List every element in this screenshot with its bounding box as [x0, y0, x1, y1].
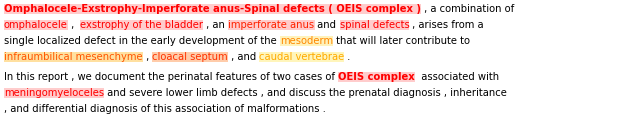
- FancyBboxPatch shape: [4, 4, 421, 14]
- FancyBboxPatch shape: [338, 72, 415, 82]
- FancyBboxPatch shape: [81, 20, 204, 30]
- Text: .: .: [344, 52, 351, 62]
- Text: associated with: associated with: [415, 72, 499, 82]
- Text: Omphalocele-Exstrophy-Imperforate anus-Spinal defects ( OEIS complex ): Omphalocele-Exstrophy-Imperforate anus-S…: [4, 4, 421, 14]
- Text: , arises from a: , arises from a: [410, 20, 484, 30]
- Text: single localized defect in the early development of the: single localized defect in the early dev…: [4, 36, 280, 46]
- Text: , and differential diagnosis of this association of malformations .: , and differential diagnosis of this ass…: [4, 104, 326, 114]
- Text: that will later contribute to: that will later contribute to: [333, 36, 470, 46]
- Text: ,: ,: [143, 52, 152, 62]
- Text: exstrophy of the bladder: exstrophy of the bladder: [81, 20, 204, 30]
- FancyBboxPatch shape: [4, 88, 104, 98]
- FancyBboxPatch shape: [259, 52, 344, 62]
- Text: spinal defects: spinal defects: [340, 20, 410, 30]
- Text: omphalocele: omphalocele: [4, 20, 68, 30]
- Text: imperforate anus: imperforate anus: [228, 20, 314, 30]
- Text: ,: ,: [68, 20, 81, 30]
- FancyBboxPatch shape: [152, 52, 228, 62]
- Text: cloacal septum: cloacal septum: [152, 52, 228, 62]
- Text: , a combination of: , a combination of: [421, 4, 515, 14]
- Text: mesoderm: mesoderm: [280, 36, 333, 46]
- Text: OEIS complex: OEIS complex: [338, 72, 415, 82]
- Text: meningomyeloceles: meningomyeloceles: [4, 88, 104, 98]
- FancyBboxPatch shape: [280, 36, 333, 46]
- Text: In this report , we document the perinatal features of two cases of: In this report , we document the perinat…: [4, 72, 338, 82]
- Text: , and: , and: [228, 52, 259, 62]
- FancyBboxPatch shape: [340, 20, 410, 30]
- FancyBboxPatch shape: [4, 20, 68, 30]
- Text: caudal vertebrae: caudal vertebrae: [259, 52, 344, 62]
- FancyBboxPatch shape: [228, 20, 314, 30]
- Text: and severe lower limb defects , and discuss the prenatal diagnosis , inheritance: and severe lower limb defects , and disc…: [104, 88, 507, 98]
- FancyBboxPatch shape: [4, 52, 143, 62]
- Text: infraumbilical mesenchyme: infraumbilical mesenchyme: [4, 52, 143, 62]
- Text: , an: , an: [204, 20, 228, 30]
- Text: and: and: [314, 20, 340, 30]
